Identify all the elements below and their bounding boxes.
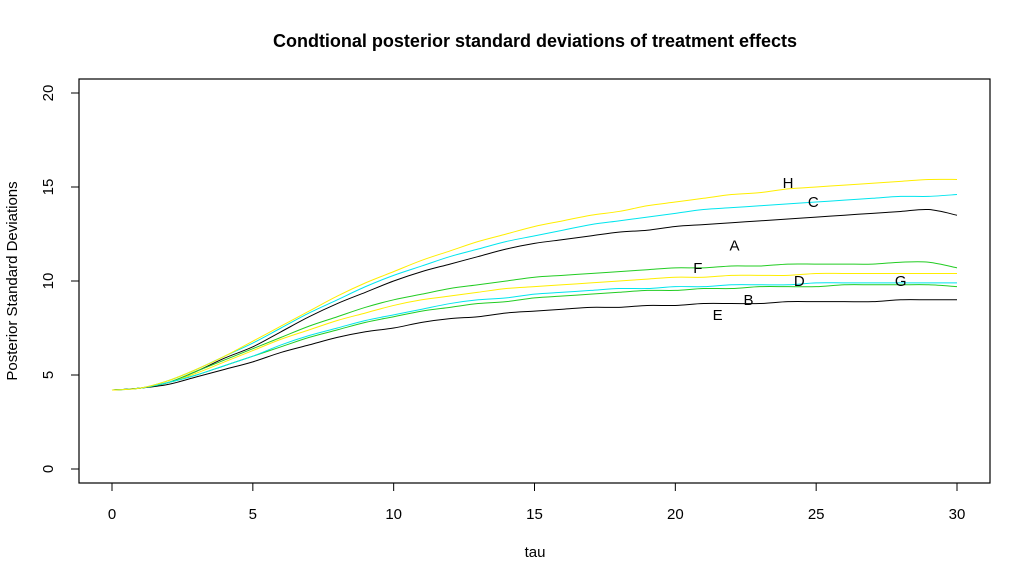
series-label-d: D <box>794 273 805 290</box>
series-label-f: F <box>693 260 702 277</box>
series-line-f <box>111 261 958 391</box>
series-label-e: E <box>713 307 723 324</box>
chart-title: Condtional posterior standard deviations… <box>273 31 797 51</box>
y-axis-label: Posterior Standard Deviations <box>4 181 21 380</box>
x-tick-label: 15 <box>526 506 543 523</box>
series-labels: A B C D E F G H <box>693 175 906 324</box>
series-line-c <box>111 194 958 391</box>
x-tick-label: 0 <box>108 506 116 523</box>
series-line-a <box>111 208 958 391</box>
plot-box <box>78 78 991 484</box>
series-label-b: B <box>744 292 754 309</box>
x-tick-label: 20 <box>667 506 684 523</box>
x-tick-label: 5 <box>249 506 257 523</box>
series-line-d <box>111 272 957 391</box>
x-axis: 0 5 10 15 20 25 30 <box>108 482 966 523</box>
series-label-g: G <box>895 273 907 290</box>
x-tick-label: 10 <box>385 506 402 523</box>
y-tick-label: 20 <box>40 85 57 102</box>
series-lines <box>111 178 958 391</box>
series-label-c: C <box>808 194 819 211</box>
series-line-h <box>111 178 958 391</box>
x-tick-label: 25 <box>808 506 825 523</box>
y-tick-label: 15 <box>40 179 57 196</box>
x-tick-label: 30 <box>949 506 966 523</box>
y-tick-label: 0 <box>40 465 57 473</box>
series-label-h: H <box>783 175 794 192</box>
series-line-g <box>111 282 957 391</box>
y-tick-label: 5 <box>40 371 57 379</box>
y-axis: 0 5 10 15 20 <box>40 85 80 473</box>
series-label-a: A <box>729 237 739 254</box>
series-line-e <box>111 299 957 391</box>
y-tick-label: 10 <box>40 273 57 290</box>
series-line-b <box>111 284 958 391</box>
x-axis-label: tau <box>525 544 546 561</box>
